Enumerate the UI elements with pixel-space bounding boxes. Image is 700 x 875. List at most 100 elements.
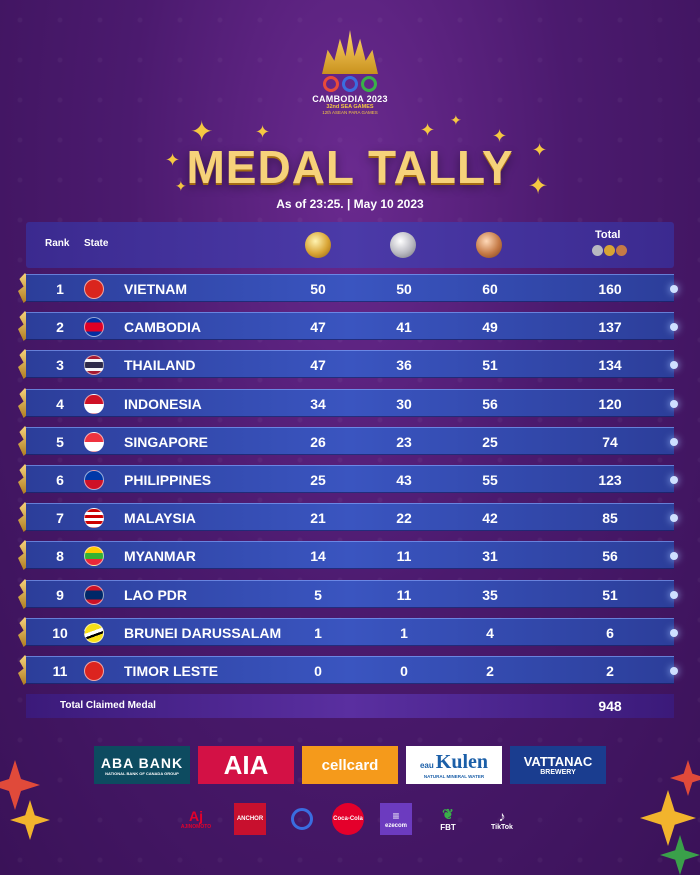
row-total: 2 — [606, 663, 614, 679]
sparkle-icon: ✦ — [190, 116, 214, 147]
table-row: 6 PHILIPPINES 25 43 55 123 — [26, 465, 678, 493]
row-total: 74 — [602, 434, 618, 450]
row-bronze: 60 — [482, 281, 498, 297]
ajinomoto-icon: Aj — [189, 808, 203, 824]
silver-medal-icon — [390, 232, 416, 258]
row-gold: 0 — [314, 663, 322, 679]
total-claimed-label: Total Claimed Medal — [60, 700, 156, 711]
row-state: BRUNEI DARUSSALAM — [124, 625, 282, 641]
row-bronze: 2 — [486, 663, 494, 679]
row-bronze: 42 — [482, 510, 498, 526]
row-rank: 6 — [56, 472, 64, 488]
sponsor-federation — [286, 803, 318, 835]
row-total: 137 — [598, 319, 622, 335]
country-flag-icon — [84, 432, 104, 452]
row-bronze: 35 — [482, 587, 498, 603]
table-row: 8 MYANMAR 14 11 31 56 — [26, 541, 678, 569]
row-silver: 11 — [396, 587, 412, 603]
row-rank: 3 — [56, 357, 64, 373]
tiktok-icon: ♪ — [498, 807, 506, 824]
row-state: THAILAND — [124, 357, 196, 373]
row-rank: 7 — [56, 510, 64, 526]
row-total: 6 — [606, 625, 614, 641]
logo-rings — [300, 76, 400, 92]
total-claimed-value: 948 — [598, 698, 622, 714]
ezecom-label: ezecom — [384, 823, 407, 829]
corner-star-right-2 — [670, 760, 700, 796]
row-state: INDONESIA — [124, 396, 202, 412]
row-rank: 10 — [52, 625, 68, 641]
sponsor-vattanac: VATTANAC BREWERY — [510, 746, 606, 784]
sparkle-icon: ✦ — [528, 173, 549, 200]
row-state: PHILIPPINES — [124, 472, 212, 488]
table-row: 5 SINGAPORE 26 23 25 74 — [26, 427, 678, 455]
row-rank: 4 — [56, 396, 64, 412]
total-claimed-row — [26, 694, 674, 718]
row-rank: 8 — [56, 548, 64, 564]
corner-star-right — [640, 790, 696, 846]
row-state: VIETNAM — [124, 281, 187, 297]
sparkle-icon: ✦ — [532, 140, 548, 160]
row-gold: 25 — [310, 472, 326, 488]
row-silver: 11 — [396, 548, 412, 564]
table-row: 9 LAO PDR 5 11 35 51 — [26, 580, 678, 608]
ezecom-icon: ≡ — [392, 809, 400, 823]
ajinomoto-label: AJINOMOTO — [180, 824, 212, 830]
logo-title: CAMBODIA 2023 — [312, 94, 388, 104]
aba-bank-sub: NATIONAL BANK OF CANADA GROUP — [105, 770, 179, 776]
country-flag-icon — [84, 279, 104, 299]
sponsor-aia: AIA — [198, 746, 294, 784]
header-rank: Rank — [45, 238, 70, 249]
table-row: 10 BRUNEI DARUSSALAM 1 1 4 6 — [26, 618, 678, 646]
anchor-label: ANCHOR — [236, 816, 264, 822]
country-flag-icon — [84, 394, 104, 414]
row-gold: 26 — [310, 434, 326, 450]
total-medals-icon — [592, 245, 627, 256]
row-bronze: 51 — [482, 357, 498, 373]
table-row: 4 INDONESIA 34 30 56 120 — [26, 389, 678, 417]
sponsor-kulen: eau Kulen NATURAL MINERAL WATER — [406, 746, 502, 784]
row-silver: 1 — [400, 625, 408, 641]
row-total: 56 — [602, 548, 618, 564]
row-silver: 41 — [396, 319, 412, 335]
country-flag-icon — [84, 585, 104, 605]
country-flag-icon — [84, 470, 104, 490]
sponsor-aba-bank: ABA BANK NATIONAL BANK OF CANADA GROUP — [94, 746, 190, 784]
row-gold: 14 — [310, 548, 326, 564]
sparkle-icon: ✦ — [165, 150, 181, 170]
row-gold: 1 — [314, 625, 322, 641]
row-silver: 50 — [396, 281, 412, 297]
row-total: 85 — [602, 510, 618, 526]
row-state: LAO PDR — [124, 587, 187, 603]
kulen-label: Kulen — [435, 751, 489, 773]
tiktok-label: TikTok — [491, 823, 513, 831]
country-flag-icon — [84, 623, 104, 643]
aba-bank-label: ABA BANK — [100, 754, 184, 771]
vattanac-label: VATTANAC — [523, 754, 593, 769]
as-of-timestamp: As of 23:25. | May 10 2023 — [276, 197, 424, 211]
row-state: MALAYSIA — [124, 510, 196, 526]
corner-star-left — [0, 760, 40, 810]
header-total: Total — [595, 229, 621, 241]
row-bronze: 49 — [482, 319, 498, 335]
kulen-prefix: eau — [419, 761, 434, 770]
country-flag-icon — [84, 508, 104, 528]
sparkle-icon: ✦ — [255, 122, 271, 142]
aia-label: AIA — [223, 749, 269, 780]
row-bronze: 55 — [482, 472, 498, 488]
corner-star-right-3 — [660, 835, 700, 875]
country-flag-icon — [84, 355, 104, 375]
row-rank: 5 — [56, 434, 64, 450]
row-bronze: 31 — [482, 548, 498, 564]
row-gold: 21 — [310, 510, 326, 526]
logo-subtitle: 32nd SEA GAMES — [326, 104, 374, 110]
row-state: TIMOR LESTE — [124, 663, 219, 679]
row-rank: 1 — [56, 281, 64, 297]
row-total: 120 — [598, 396, 622, 412]
row-silver: 43 — [396, 472, 412, 488]
row-state: MYANMAR — [124, 548, 196, 564]
row-total: 123 — [598, 472, 622, 488]
table-row: 2 CAMBODIA 47 41 49 137 — [26, 312, 678, 340]
row-silver: 22 — [396, 510, 412, 526]
gold-medal-icon — [305, 232, 331, 258]
